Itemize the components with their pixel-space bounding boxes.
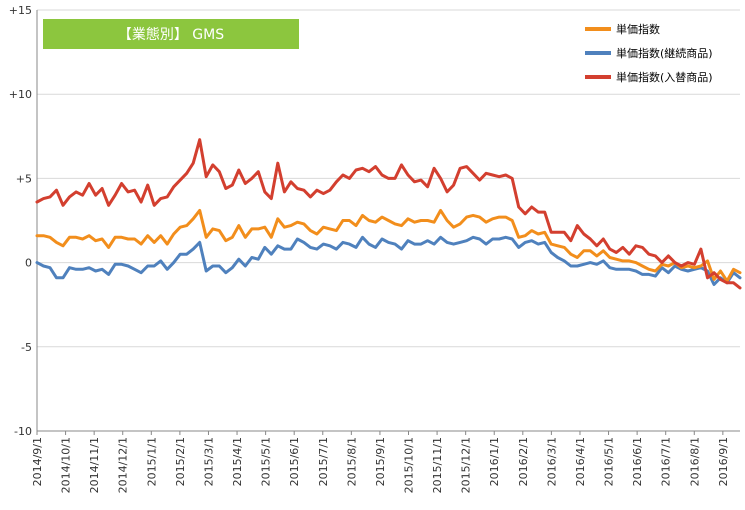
x-tick-label: 2016/4/1 (574, 437, 587, 486)
legend-label: 単価指数(継続商品) (616, 46, 713, 60)
x-tick-label: 2015/5/1 (260, 437, 273, 486)
x-tick-label: 2015/11/1 (431, 437, 444, 493)
x-tick-label: 2015/6/1 (288, 437, 301, 486)
x-tick-label: 2015/7/1 (317, 437, 330, 486)
series-lines (35, 138, 742, 290)
x-tick-label: 2016/8/1 (688, 437, 701, 486)
y-tick-label: +5 (16, 172, 32, 185)
y-tick-label: +15 (9, 4, 32, 17)
x-tick-label: 2016/2/1 (517, 437, 530, 486)
y-tick-label: +10 (9, 88, 32, 101)
x-tick-label: 2014/9/1 (31, 437, 44, 486)
y-tick-label: -5 (21, 341, 32, 354)
x-tick-label: 2015/4/1 (231, 437, 244, 486)
x-tick-label: 2015/10/1 (403, 437, 416, 493)
x-tick-label: 2014/11/1 (88, 437, 101, 493)
x-tick-label: 2016/5/1 (603, 437, 616, 486)
x-tick-label: 2016/9/1 (717, 437, 730, 486)
x-tick-label: 2016/6/1 (631, 437, 644, 486)
x-tick-label: 2016/1/1 (488, 437, 501, 486)
x-tick-label: 2015/3/1 (202, 437, 215, 486)
series-line-1 (35, 208, 742, 283)
y-tick-labels: +15 +10 +5 0 -5 -10 (9, 4, 32, 438)
x-tick-label: 2016/7/1 (660, 437, 673, 486)
legend-label: 単価指数(入替商品) (616, 70, 713, 84)
x-tick-label: 2015/2/1 (174, 437, 187, 486)
x-tick-label: 2015/1/1 (145, 437, 158, 486)
series-line-3 (35, 138, 742, 290)
chart-title: 【業態別】 GMS (43, 19, 299, 49)
x-tick-label: 2015/12/1 (460, 437, 473, 493)
chart-title-text: 【業態別】 GMS (118, 27, 224, 43)
x-tick-labels: 2014/9/1 2014/10/1 2014/11/1 2014/12/1 2015/… (31, 431, 730, 493)
chart-title-background (43, 19, 299, 49)
y-tick-label: 0 (25, 257, 32, 270)
x-tick-label: 2014/12/1 (117, 437, 130, 493)
axes (36, 10, 740, 432)
y-tick-label: -10 (14, 425, 32, 438)
x-tick-label: 2015/9/1 (374, 437, 387, 486)
series-line-2 (35, 235, 742, 286)
x-tick-label: 2016/3/1 (545, 437, 558, 486)
x-tick-label: 2015/8/1 (345, 437, 358, 486)
x-tick-label: 2014/10/1 (60, 437, 73, 493)
legend-label: 単価指数 (616, 22, 660, 36)
